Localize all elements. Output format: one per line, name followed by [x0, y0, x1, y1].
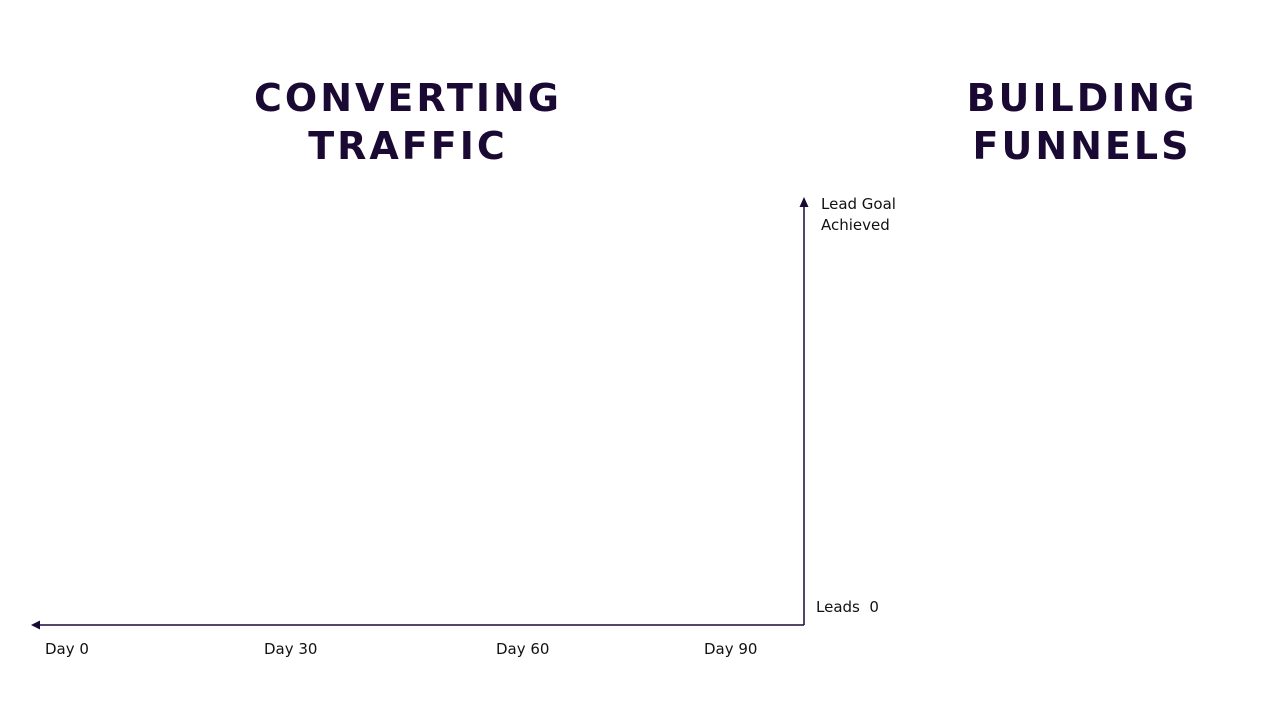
- lead-goal-achieved-label: Lead Goal Achieved: [821, 194, 896, 236]
- heading-left-line2: TRAFFIC: [308, 124, 508, 168]
- heading-right-line2: FUNNELS: [972, 124, 1192, 168]
- tick-day-30: Day 30: [264, 640, 318, 658]
- tick-day-0: Day 0: [45, 640, 89, 658]
- building-funnels-heading: BUILDING FUNNELS: [952, 74, 1212, 170]
- converting-traffic-heading: CONVERTING TRAFFIC: [238, 74, 578, 170]
- leads-label: Leads: [816, 598, 860, 616]
- tick-day-60: Day 60: [496, 640, 550, 658]
- leads-zero-value: 0: [869, 598, 879, 616]
- heading-right-line1: BUILDING: [966, 76, 1198, 120]
- heading-left-line1: CONVERTING: [254, 76, 562, 120]
- lead-goal-line1: Lead Goal: [821, 195, 896, 213]
- leads-zero-label: Leads 0: [816, 597, 879, 618]
- tick-day-90: Day 90: [704, 640, 758, 658]
- vertical-axis-arrowhead: [799, 197, 809, 207]
- horizontal-axis-arrowhead: [31, 620, 40, 630]
- lead-goal-line2: Achieved: [821, 216, 890, 234]
